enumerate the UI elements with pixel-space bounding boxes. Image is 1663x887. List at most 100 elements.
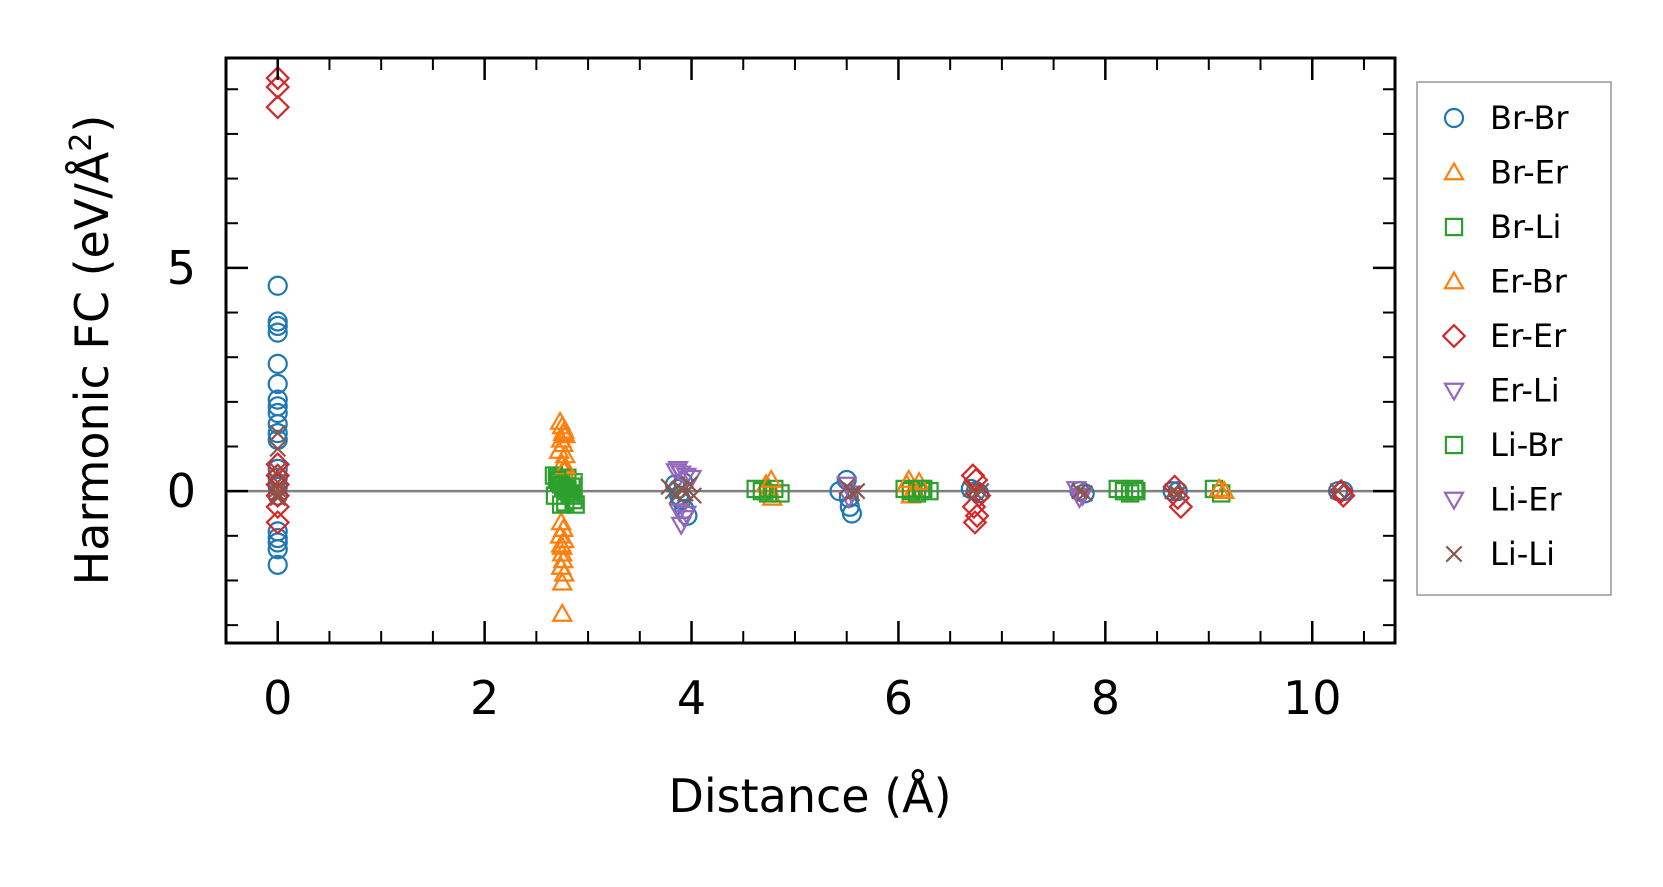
legend-marker-br-br <box>1443 107 1465 129</box>
legend: Br-Br Br-Er Br-Li Er-Br Er-Er Er-Li Li-Br Li-Er… <box>1416 81 1612 596</box>
legend-label-er-br: Er-Br <box>1490 263 1568 301</box>
legend-item-li-br: Li-Br <box>1444 426 1563 464</box>
data-point-br-br <box>267 402 288 424</box>
data-point-li-br <box>547 470 567 490</box>
x-tick-label: 10 <box>1283 671 1342 725</box>
plot-frame <box>224 56 1397 645</box>
legend-marker-li-br <box>1444 435 1464 455</box>
legend-label-li-li: Li-Li <box>1490 535 1555 573</box>
data-point-er-li <box>670 516 693 536</box>
data-point-li-li <box>1071 482 1088 500</box>
data-point-br-br <box>267 554 288 575</box>
data-point-er-br <box>1208 477 1231 497</box>
data-point-li-li <box>1076 484 1094 502</box>
data-point-er-li <box>675 467 698 487</box>
data-point-br-li <box>758 484 778 503</box>
legend-label-br-er: Br-Er <box>1490 154 1569 192</box>
data-point-li-er <box>667 460 689 481</box>
legend-label-er-li: Er-Li <box>1490 372 1560 410</box>
data-point-br-er <box>551 602 574 622</box>
legend-frame <box>1416 81 1612 596</box>
data-point-li-li <box>1329 482 1347 500</box>
legend-marker-er-br <box>1443 270 1465 290</box>
legend-marker-er-er <box>1441 323 1467 349</box>
data-points <box>265 65 1356 622</box>
data-point-er-er <box>265 494 291 520</box>
data-point-br-br <box>267 539 288 560</box>
data-point-er-br <box>760 468 783 488</box>
series-li-li <box>269 424 1347 507</box>
data-point-li-br <box>562 477 581 496</box>
data-point-br-li <box>901 481 921 501</box>
data-point-br-br <box>267 389 288 410</box>
data-point-er-br <box>897 468 920 488</box>
legend-marker-br-er <box>1443 161 1465 181</box>
data-point-br-er <box>551 571 574 591</box>
x-tick-label: 6 <box>884 671 913 725</box>
data-point-br-br <box>267 322 288 343</box>
data-point-br-li <box>765 479 784 499</box>
legend-label-er-er: Er-Er <box>1490 317 1567 355</box>
legend-label-br-li: Br-Li <box>1490 208 1561 246</box>
legend-marker-li-li <box>1445 545 1463 563</box>
data-point-br-br <box>267 423 288 444</box>
legend-marker-er-li <box>1443 382 1465 402</box>
legend-marker-li-er <box>1443 491 1465 511</box>
legend-item-er-br: Er-Br <box>1443 263 1568 301</box>
data-point-li-li <box>269 484 287 502</box>
data-point-li-li <box>269 489 287 507</box>
data-point-er-er <box>964 503 990 529</box>
axis-ticks <box>225 58 1395 643</box>
data-point-li-br <box>1125 479 1144 499</box>
data-point-br-li <box>746 479 765 499</box>
data-point-er-br <box>552 421 575 441</box>
legend-item-br-li: Br-Li <box>1444 208 1561 246</box>
legend-item-li-er: Li-Er <box>1443 481 1562 519</box>
data-point-li-li <box>269 440 287 458</box>
data-point-li-li <box>972 482 990 500</box>
data-point-er-er <box>265 510 291 535</box>
data-point-li-li <box>269 424 287 442</box>
y-tick-label: 5 <box>167 241 196 295</box>
y-tick-labels: 05 <box>167 241 196 518</box>
x-tick-labels: 0 2 4 6 8 10 <box>263 671 1341 725</box>
data-point-br-li <box>1120 484 1140 503</box>
data-point-li-li <box>843 484 861 502</box>
data-point-br-er <box>553 562 576 582</box>
legend-item-br-er: Br-Er <box>1443 154 1569 192</box>
data-point-er-er <box>265 65 291 91</box>
data-point-br-li <box>752 481 772 501</box>
data-point-li-li <box>848 482 866 500</box>
data-point-li-li <box>681 476 698 493</box>
y-axis-title-main: Harmonic FC (eV/Å <box>65 151 119 585</box>
x-tick-label: 4 <box>677 671 706 725</box>
x-tick-label: 8 <box>1091 671 1120 725</box>
y-axis-title-superscript: 2 <box>64 133 99 152</box>
data-point-br-br <box>267 373 288 395</box>
data-point-li-li <box>685 487 703 505</box>
legend-label-li-er: Li-Er <box>1490 481 1562 519</box>
data-point-li-li <box>1164 482 1182 500</box>
data-point-li-er <box>675 505 698 525</box>
legend-item-br-br: Br-Br <box>1443 99 1569 137</box>
legend-item-li-li: Li-Li <box>1445 535 1555 573</box>
data-point-er-br <box>1213 479 1236 500</box>
series-li-br <box>547 470 1144 512</box>
data-point-er-li <box>668 503 691 523</box>
x-axis-title: Distance (Å) <box>668 769 951 823</box>
data-point-li-li <box>967 484 985 502</box>
data-point-li-br <box>911 479 931 499</box>
data-point-br-li <box>1127 481 1146 501</box>
data-point-li-li <box>1169 484 1187 502</box>
data-point-er-er <box>961 494 987 520</box>
data-point-br-li <box>551 495 571 514</box>
data-point-er-br <box>550 533 573 553</box>
data-point-br-li <box>566 495 585 514</box>
data-point-er-er <box>1168 494 1194 520</box>
data-point-er-er <box>963 467 989 493</box>
x-tick-label: 2 <box>470 671 499 725</box>
data-point-er-er <box>265 94 291 120</box>
y-tick-label: 0 <box>167 464 196 518</box>
